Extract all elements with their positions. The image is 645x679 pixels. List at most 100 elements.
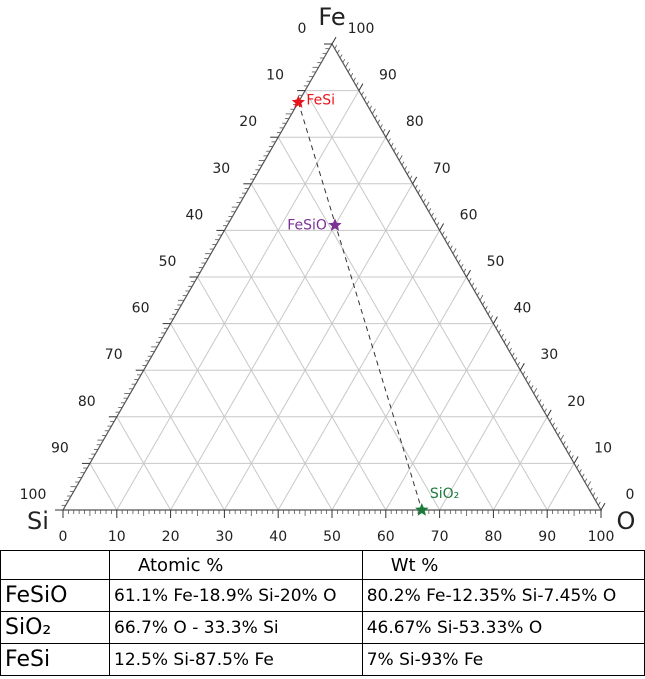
minor-tick [509, 347, 512, 352]
grid-line [116, 416, 172, 511]
minor-tick [458, 259, 461, 264]
minor-tick [361, 91, 364, 96]
major-tick [519, 363, 525, 371]
minor-tick [463, 268, 467, 273]
minor-tick [479, 294, 484, 301]
minor-tick [557, 431, 561, 436]
table-row: SiO₂ 66.7% O - 33.3% Si 46.67% Si-53.33% O [0, 611, 645, 644]
axis-tick-label: 100 [348, 21, 375, 37]
data-point [328, 218, 342, 231]
grid-line [116, 90, 360, 511]
minor-tick [498, 329, 502, 334]
minor-tick [377, 119, 381, 124]
minor-tick [441, 231, 445, 236]
axis-tick-label: 30 [212, 161, 230, 177]
header-cell: Atomic % [109, 550, 363, 580]
minor-tick [347, 68, 351, 73]
axis-tick-label: 20 [567, 394, 585, 410]
table-row: FeSiO 61.1% Fe-18.9% Si-20% O 80.2% Fe-12.… [0, 579, 645, 612]
axis-tick-label: 50 [323, 529, 341, 545]
minor-tick [597, 501, 601, 506]
major-tick [385, 130, 391, 138]
axis-tick-label: 0 [59, 529, 68, 545]
header-cell [0, 550, 110, 580]
axis-tick-label: 20 [162, 529, 180, 545]
minor-tick [589, 487, 593, 492]
minor-tick [401, 161, 405, 166]
minor-tick [581, 473, 585, 478]
minor-tick [452, 248, 457, 254]
minor-tick [503, 338, 507, 343]
grid-line [170, 323, 279, 511]
minor-tick [487, 310, 491, 315]
grid-line [250, 183, 441, 511]
minor-tick [587, 481, 591, 487]
table-cell: 12.5% Si-87.5% Fe [109, 643, 363, 676]
axis-tick-label: 90 [379, 68, 397, 84]
grid-line [223, 183, 414, 511]
minor-tick [514, 357, 518, 362]
vertex-label: Si [27, 507, 49, 535]
axis-tick-label: 20 [239, 114, 257, 130]
minor-tick [415, 184, 418, 189]
point-label: SiO₂ [430, 486, 459, 502]
minor-tick [536, 394, 539, 399]
composition-table: Atomic % Wt % FeSiO 61.1% Fe-18.9% Si-20%… [0, 550, 645, 676]
minor-tick [337, 49, 340, 54]
axis-tick-label: 10 [266, 68, 284, 84]
minor-tick [428, 208, 432, 212]
major-tick [546, 409, 552, 418]
minor-tick [517, 361, 520, 366]
table-row: FeSi 12.5% Si-87.5% Fe 7% Si-93% Fe [0, 643, 645, 676]
major-tick [358, 83, 364, 91]
minor-tick [511, 352, 515, 357]
minor-tick [455, 254, 459, 259]
minor-tick [490, 315, 494, 320]
minor-tick [560, 434, 564, 441]
grid-line [546, 463, 575, 511]
axis-tick-label: 80 [484, 529, 502, 545]
axis-tick-label: 70 [431, 529, 449, 545]
minor-tick [525, 375, 529, 380]
minor-tick [549, 417, 553, 422]
minor-tick [484, 305, 488, 310]
minor-tick [409, 175, 413, 180]
axis-tick-label: 60 [460, 207, 478, 223]
axis-tick-label: 80 [406, 114, 424, 130]
minor-tick [444, 236, 448, 240]
axis-tick-label: 30 [215, 529, 233, 545]
axis-tick-label: 70 [105, 347, 123, 363]
axis-tick-label: 40 [185, 207, 203, 223]
minor-tick [420, 194, 424, 198]
minor-tick [528, 380, 531, 385]
axis-tick-label: 90 [538, 529, 556, 545]
data-point [291, 95, 305, 108]
minor-tick [369, 105, 373, 110]
grid-line [331, 276, 467, 511]
minor-tick [372, 108, 376, 115]
minor-tick [398, 155, 403, 161]
axis-tick-label: 90 [51, 440, 69, 456]
axis-tick-label: 60 [377, 529, 395, 545]
axis-tick-label: 40 [513, 301, 531, 317]
grid-line [277, 136, 494, 511]
minor-tick [339, 54, 343, 59]
minor-tick [471, 282, 475, 287]
minor-tick [552, 422, 555, 427]
minor-tick [396, 152, 399, 157]
minor-tick [353, 77, 356, 82]
minor-tick [538, 399, 542, 404]
row-header: FeSiO [0, 579, 110, 612]
minor-tick [388, 138, 391, 143]
axis-tick-label: 50 [159, 254, 177, 270]
minor-tick [568, 450, 572, 455]
axis-tick-label: 50 [487, 254, 505, 270]
data-point [415, 503, 429, 516]
axis-tick-label: 80 [78, 394, 96, 410]
axis-tick-label: 60 [132, 301, 150, 317]
minor-tick [522, 371, 526, 376]
major-tick [600, 502, 606, 511]
row-header: FeSi [0, 643, 110, 676]
